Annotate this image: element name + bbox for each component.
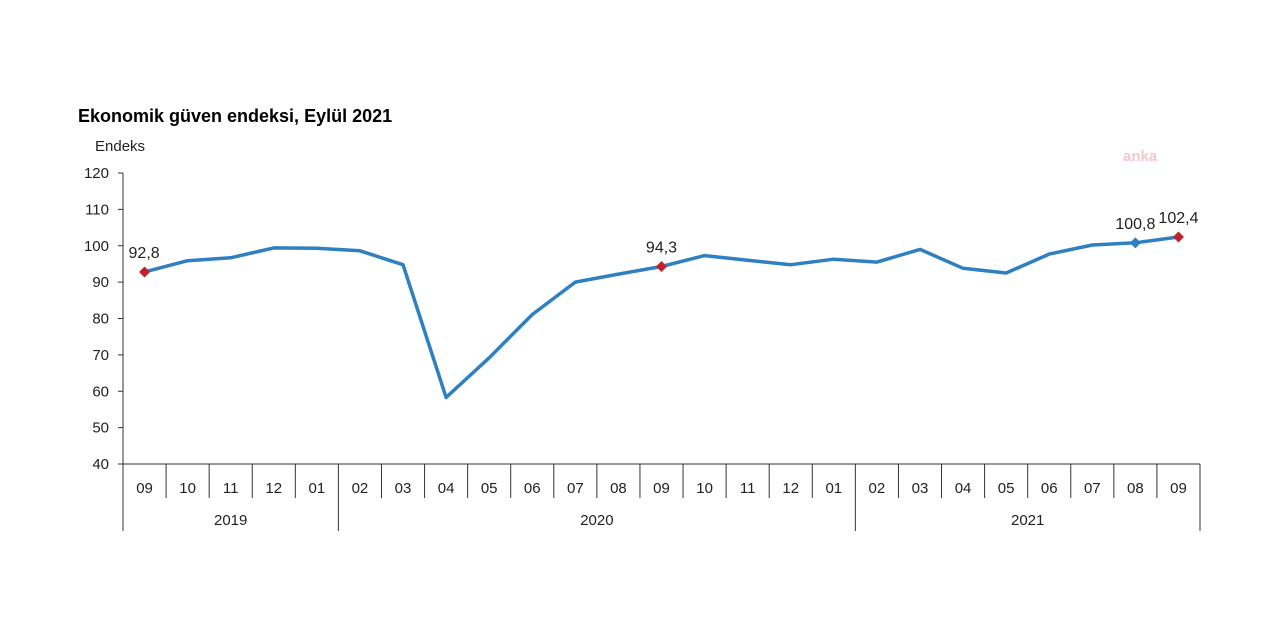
x-year-label: 2020 xyxy=(580,512,613,529)
x-tick-label: 09 xyxy=(1170,480,1187,497)
x-tick-label: 05 xyxy=(998,480,1015,497)
x-tick-label: 06 xyxy=(524,480,541,497)
x-year-label: 2019 xyxy=(214,512,247,529)
x-tick-label: 04 xyxy=(955,480,972,497)
x-year-label: 2021 xyxy=(1011,512,1044,529)
y-tick-label: 110 xyxy=(85,201,109,218)
watermark-logo: anka xyxy=(1123,148,1158,165)
y-tick-label: 120 xyxy=(84,165,109,182)
x-tick-label: 11 xyxy=(223,480,239,497)
x-tick-label: 03 xyxy=(912,480,929,497)
data-point-marker xyxy=(139,266,151,278)
x-tick-label: 06 xyxy=(1041,480,1058,497)
x-tick-label: 07 xyxy=(1084,480,1101,497)
x-tick-label: 10 xyxy=(179,480,196,497)
y-tick-label: 70 xyxy=(92,347,109,364)
data-point-marker xyxy=(656,260,667,272)
y-axis-label: Endeks xyxy=(95,138,145,155)
x-tick-label: 12 xyxy=(265,480,282,497)
x-tick-label: 07 xyxy=(567,480,584,497)
x-tick-label: 05 xyxy=(481,480,498,497)
y-tick-label: 60 xyxy=(92,383,109,400)
x-tick-label: 09 xyxy=(136,480,153,497)
x-tick-label: 10 xyxy=(696,480,713,497)
data-label: 94,3 xyxy=(646,239,677,256)
x-tick-label: 01 xyxy=(309,480,326,497)
data-point-marker xyxy=(1129,237,1141,249)
chart-title: Ekonomik güven endeksi, Eylül 2021 xyxy=(78,106,392,126)
y-tick-label: 100 xyxy=(84,238,109,255)
y-tick-label: 90 xyxy=(92,274,109,291)
data-label: 92,8 xyxy=(129,245,160,262)
chart-axes: 40 50 60 70 80 90 100 110 120 09 10 11 12 01 02 03 04 05 0… xyxy=(84,165,1201,531)
chart-marks: 92,8 94,3 100,8 102,4 xyxy=(129,210,1199,400)
data-label: 102,4 xyxy=(1158,210,1198,227)
x-tick-label: 04 xyxy=(438,480,455,497)
x-tick-label: 01 xyxy=(825,480,842,497)
x-tick-label: 08 xyxy=(610,480,627,497)
x-tick-label: 09 xyxy=(653,480,670,497)
data-label: 100,8 xyxy=(1115,216,1155,233)
y-tick-label: 40 xyxy=(92,456,109,473)
data-point-marker xyxy=(1172,231,1184,243)
y-tick-label: 50 xyxy=(92,420,109,437)
x-tick-label: 11 xyxy=(740,480,756,497)
x-tick-label: 02 xyxy=(869,480,886,497)
y-tick-label: 80 xyxy=(92,311,109,328)
x-tick-label: 08 xyxy=(1127,480,1144,497)
x-tick-label: 03 xyxy=(395,480,412,497)
x-tick-label: 02 xyxy=(352,480,369,497)
x-tick-label: 12 xyxy=(782,480,799,497)
